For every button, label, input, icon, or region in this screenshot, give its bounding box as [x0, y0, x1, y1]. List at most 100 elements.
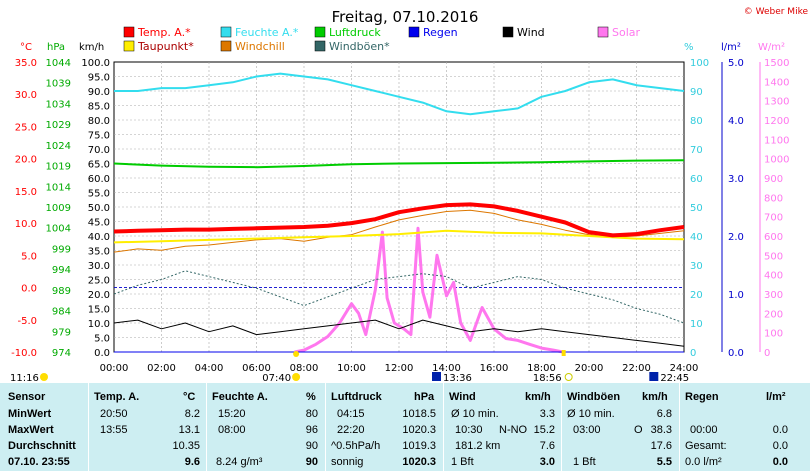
gust-bft: 1 Bft: [573, 456, 596, 468]
press-max: 1020.3: [402, 424, 436, 436]
rain-tick-label: 0.0: [728, 348, 744, 359]
hum-max: 96: [305, 424, 318, 436]
rain-total: 0.0: [772, 440, 788, 452]
wind-tick-label: 45.0: [88, 218, 110, 229]
wind-tick-label: 90.0: [88, 87, 110, 98]
temp-avg: 10.35: [172, 440, 200, 452]
legend-swatch: [597, 26, 609, 38]
humidity-tick-label: 60: [690, 174, 703, 185]
legend-label: Windböen*: [329, 40, 390, 53]
header-wind: Wind: [449, 391, 476, 403]
hum-max-time: 08:00: [218, 424, 246, 436]
solar-tick-label: 1400: [764, 77, 789, 88]
humidity-tick-label: 10: [690, 319, 703, 330]
press-trend: ^0.5hPa/h: [331, 440, 381, 452]
legend-label: Regen: [423, 26, 458, 39]
hum-current: 90: [305, 456, 318, 468]
humidity-tick-label: 90: [690, 87, 703, 98]
humidity-unit: %: [684, 42, 694, 53]
series-luftdruck: [113, 159, 685, 169]
moon-icon: [40, 373, 48, 381]
gust-max: 38.3: [650, 424, 672, 436]
x-tick-label: 18:00: [527, 363, 556, 374]
pressure-tick-label: 1029: [46, 120, 71, 131]
pressure-tick-label: 1034: [46, 99, 71, 110]
sun-icon: [292, 373, 301, 381]
wind-max: 15.2: [533, 424, 555, 436]
series: [113, 72, 685, 354]
moon-time: 13:36: [443, 373, 472, 383]
moon-icon: [432, 372, 441, 381]
humidity-tick-label: 40: [690, 232, 703, 243]
pressure-tick-label: 989: [52, 286, 71, 297]
legend: Temp. A.* Feuchte A.* Luftdruck Regen Wind So…: [123, 26, 641, 53]
legend-label: Wind: [517, 26, 545, 39]
series-solar: [294, 226, 564, 354]
x-tick-label: 08:00: [290, 363, 319, 374]
header-pressure-unit: hPa: [414, 391, 435, 403]
gust-avg10-label: Ø 10 min.: [567, 408, 615, 420]
humidity-tick-label: 70: [690, 145, 703, 156]
solar-tick-label: 700: [764, 213, 783, 224]
wind-avg10-label: Ø 10 min.: [451, 408, 499, 420]
series-taupunkt: [113, 229, 685, 244]
pressure-tick-label: 984: [52, 307, 71, 318]
label-avg: Durchschnitt: [8, 440, 76, 452]
pressure-tick-label: 1014: [46, 182, 71, 193]
temp-tick-label: 35.0: [15, 58, 37, 69]
press-current: 1020.3: [402, 456, 436, 468]
wind-tick-label: 60.0: [88, 174, 110, 185]
legend-swatch: [220, 26, 232, 38]
temp-tick-label: -10.0: [11, 348, 37, 359]
pressure-tick-label: 974: [52, 348, 71, 359]
x-tick-label: 22:00: [622, 363, 651, 374]
legend-swatch: [314, 40, 326, 52]
axes: 35.0 30.0 25.0 20.0 15.0 10.0 5.0 0.0 -5.0 -10.0 1…: [11, 42, 789, 374]
temp-tick-label: 20.0: [15, 155, 37, 166]
gust-max-time: 03:00: [573, 424, 601, 436]
wind-tick-label: 0.0: [94, 348, 110, 359]
temp-tick-label: 30.0: [15, 90, 37, 101]
legend-swatch: [220, 40, 232, 52]
solar-tick-label: 1300: [764, 97, 789, 108]
hum-min: 80: [305, 408, 318, 420]
wind-tick-label: 5.0: [94, 334, 110, 345]
rain-unit: l/m²: [721, 42, 741, 53]
temp-tick-label: 15.0: [15, 187, 37, 198]
pressure-tick-label: 1004: [46, 224, 71, 235]
rain-rate: 0.0: [772, 424, 788, 436]
header-temp-unit: °C: [183, 391, 196, 403]
solar-tick-label: 1100: [764, 135, 789, 146]
sun-icon: [293, 351, 300, 357]
x-tick-label: 20:00: [575, 363, 604, 374]
legend-swatch: [408, 26, 420, 38]
series-temp-a: [113, 202, 685, 238]
gust-avg: 17.6: [650, 440, 672, 452]
x-tick-label: 06:00: [242, 363, 271, 374]
legend-label: Windchill: [235, 40, 285, 53]
press-max-time: 22:20: [337, 424, 365, 436]
humidity-tick-label: 80: [690, 116, 703, 127]
legend-swatch: [314, 26, 326, 38]
x-tick-label: 04:00: [195, 363, 224, 374]
pressure-tick-label: 979: [52, 327, 71, 338]
legend-label: Luftdruck: [329, 26, 381, 39]
pressure-unit: hPa: [47, 42, 65, 53]
header-rain: Regen: [685, 391, 719, 403]
press-avg: 1019.3: [402, 440, 436, 452]
wind-tick-label: 35.0: [88, 247, 110, 258]
legend-label: Feuchte A.*: [235, 26, 299, 39]
header-temp: Temp. A.: [94, 391, 140, 403]
wind-tick-label: 75.0: [88, 131, 110, 142]
header-rain-unit: l/m²: [766, 391, 786, 403]
header-gust: Windböen: [567, 391, 621, 403]
pressure-tick-label: 1019: [46, 162, 71, 173]
x-tick-label: 14:00: [432, 363, 461, 374]
legend-swatch: [123, 40, 135, 52]
humidity-tick-label: 30: [690, 261, 703, 272]
hum-avg: 90: [305, 440, 318, 452]
sun-icon: [564, 373, 573, 381]
temp-tick-label: 25.0: [15, 122, 37, 133]
temp-tick-label: 5.0: [21, 251, 37, 262]
